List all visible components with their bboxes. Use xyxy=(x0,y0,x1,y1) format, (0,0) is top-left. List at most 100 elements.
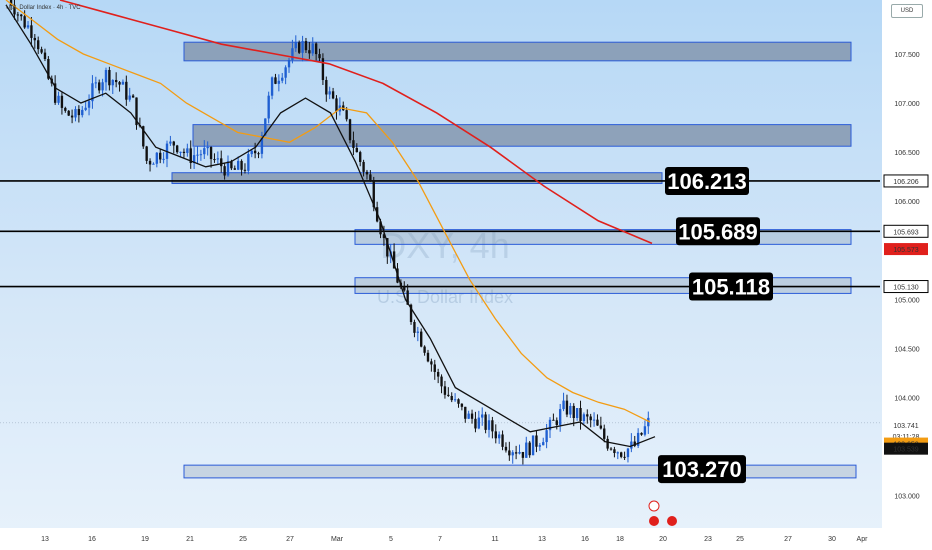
candle-body xyxy=(548,419,552,431)
candle-body xyxy=(111,79,114,86)
candle-body xyxy=(182,151,186,154)
candle-body xyxy=(213,159,216,161)
currency-button[interactable]: USD xyxy=(891,4,923,18)
candle-body xyxy=(114,79,118,83)
candle-body xyxy=(365,171,369,175)
candle-body xyxy=(613,449,616,454)
candle-body xyxy=(70,115,74,118)
candle-body xyxy=(294,42,297,49)
candle-body xyxy=(586,414,589,417)
candle-body xyxy=(331,91,335,99)
candle-body xyxy=(599,425,603,429)
candle-body xyxy=(155,152,159,164)
us-flag-icon[interactable] xyxy=(667,516,677,526)
candle-body xyxy=(501,434,504,447)
candle-body xyxy=(321,58,325,81)
time-tick-label: 13 xyxy=(538,536,546,543)
candle-body xyxy=(311,43,314,54)
candle-body xyxy=(423,346,426,353)
candle-body xyxy=(596,419,599,426)
candle-body xyxy=(57,95,60,103)
candle-body xyxy=(460,403,464,407)
price-tag xyxy=(884,243,928,256)
level-callout-text: 105.689 xyxy=(678,219,758,244)
candle-body xyxy=(192,155,196,164)
candle-body xyxy=(314,43,318,55)
level-callout-text: 103.270 xyxy=(662,457,742,482)
candle-body xyxy=(16,14,20,16)
candle-body xyxy=(555,420,558,425)
candle-body xyxy=(253,150,257,154)
price-tick-label: 103.000 xyxy=(894,494,919,501)
candle-body xyxy=(226,161,230,176)
candle-body xyxy=(298,42,301,53)
candle-body xyxy=(270,77,274,96)
price-tick-label: 105.000 xyxy=(894,297,919,304)
watermark-name: U.S. Dollar Index xyxy=(377,287,513,307)
time-tick-label: 16 xyxy=(581,536,589,543)
candle-body xyxy=(148,160,152,165)
candle-body xyxy=(413,321,416,333)
time-tick-label: 27 xyxy=(286,536,294,543)
sr-zone xyxy=(183,41,852,62)
candle-body xyxy=(152,163,155,165)
candle-body xyxy=(199,154,203,156)
candle-body xyxy=(20,14,23,17)
candle-body xyxy=(392,251,396,269)
candle-body xyxy=(131,95,135,98)
candle-body xyxy=(135,97,138,126)
candle-body xyxy=(603,428,606,439)
candle-body xyxy=(53,83,57,103)
level-callout-box xyxy=(658,455,746,484)
candle-body xyxy=(525,442,528,458)
candle-body xyxy=(643,426,647,435)
candle-body xyxy=(382,234,386,239)
event-flash-icon[interactable] xyxy=(648,500,660,512)
candle-body xyxy=(206,146,209,149)
candle-body xyxy=(355,147,358,153)
us-flag-icon[interactable] xyxy=(649,516,659,526)
candle-body xyxy=(372,181,375,208)
time-axis[interactable] xyxy=(0,528,932,550)
candle-body xyxy=(277,80,281,84)
candle-body xyxy=(118,82,121,85)
candle-body xyxy=(104,69,108,83)
candle-body xyxy=(220,158,223,167)
sr-zone xyxy=(354,277,852,294)
candle-body xyxy=(33,37,36,41)
candle-body xyxy=(98,82,101,91)
time-tick-label: Mar xyxy=(331,536,344,543)
candle-body xyxy=(74,109,77,118)
level-price-tag xyxy=(883,174,929,188)
time-tick-label: 23 xyxy=(704,536,712,543)
candle-body xyxy=(274,77,277,84)
time-tick-label: Apr xyxy=(857,536,869,543)
candle-body xyxy=(504,446,508,451)
candle-body xyxy=(535,435,538,447)
price-tag-text: 103.539 xyxy=(893,447,918,454)
candle-body xyxy=(84,107,87,110)
candle-body xyxy=(328,91,331,95)
level-callout-text: 106.213 xyxy=(667,169,747,194)
sr-zone xyxy=(183,464,857,479)
candle-body xyxy=(145,146,148,161)
candle-body xyxy=(230,161,233,169)
price-tick-label: 104.000 xyxy=(894,395,919,402)
candle-body xyxy=(406,290,409,305)
candle-body xyxy=(26,25,30,28)
candle-body xyxy=(518,452,521,454)
candle-body xyxy=(457,399,460,404)
candle-body xyxy=(304,41,308,51)
candle-body xyxy=(179,151,182,153)
candle-body xyxy=(494,431,497,439)
candle-body xyxy=(60,95,64,108)
candle-body xyxy=(308,50,311,54)
candle-body xyxy=(13,5,16,15)
candle-body xyxy=(186,148,189,154)
candle-body xyxy=(121,81,125,85)
candle-body xyxy=(284,67,287,78)
candle-body xyxy=(362,161,365,172)
time-tick-label: 20 xyxy=(659,536,667,543)
